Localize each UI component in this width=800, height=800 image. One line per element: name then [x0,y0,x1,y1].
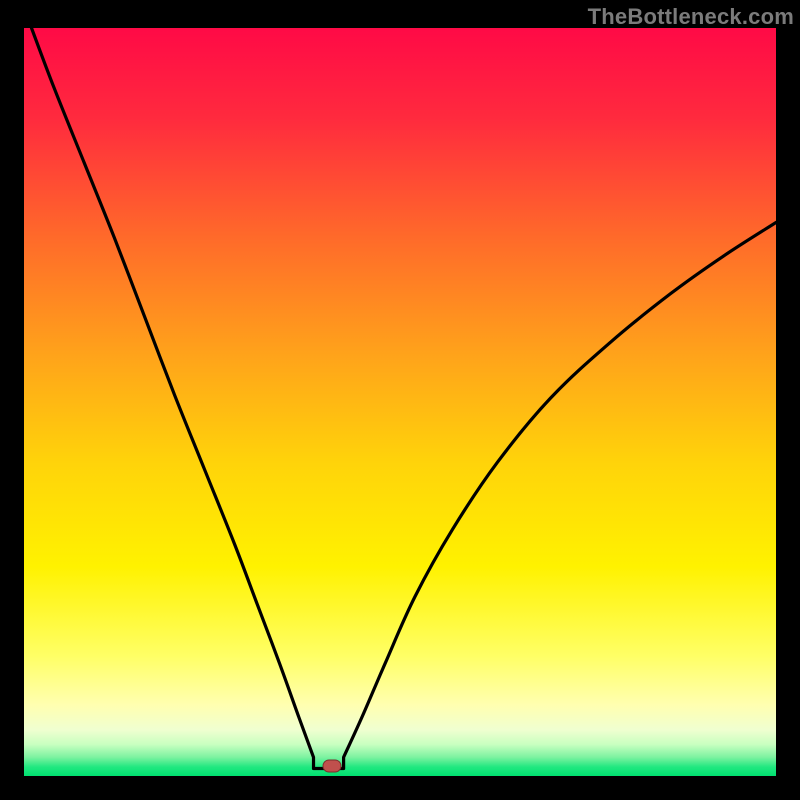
bottleneck-curve [24,28,776,776]
optimum-marker [323,759,342,772]
plot-area [24,28,776,776]
chart-frame [24,28,776,776]
watermark-text: TheBottleneck.com [588,4,794,30]
